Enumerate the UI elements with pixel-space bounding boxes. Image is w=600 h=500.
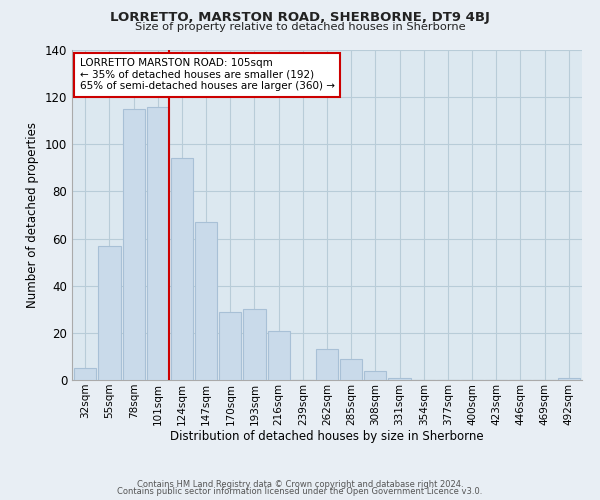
Text: LORRETTO, MARSTON ROAD, SHERBORNE, DT9 4BJ: LORRETTO, MARSTON ROAD, SHERBORNE, DT9 4… [110, 12, 490, 24]
Text: LORRETTO MARSTON ROAD: 105sqm
← 35% of detached houses are smaller (192)
65% of : LORRETTO MARSTON ROAD: 105sqm ← 35% of d… [80, 58, 335, 92]
Bar [340, 359, 362, 380]
Bar [557, 378, 580, 380]
Bar [219, 312, 241, 380]
Bar [268, 330, 290, 380]
Bar [316, 350, 338, 380]
Bar [146, 106, 169, 380]
Bar [171, 158, 193, 380]
Bar [244, 310, 266, 380]
Y-axis label: Number of detached properties: Number of detached properties [26, 122, 39, 308]
Bar [122, 109, 145, 380]
Bar [74, 368, 97, 380]
Bar [388, 378, 410, 380]
Bar [98, 246, 121, 380]
Text: Contains HM Land Registry data © Crown copyright and database right 2024.: Contains HM Land Registry data © Crown c… [137, 480, 463, 489]
Text: Size of property relative to detached houses in Sherborne: Size of property relative to detached ho… [134, 22, 466, 32]
Bar [364, 370, 386, 380]
Text: Contains public sector information licensed under the Open Government Licence v3: Contains public sector information licen… [118, 487, 482, 496]
X-axis label: Distribution of detached houses by size in Sherborne: Distribution of detached houses by size … [170, 430, 484, 444]
Bar [195, 222, 217, 380]
